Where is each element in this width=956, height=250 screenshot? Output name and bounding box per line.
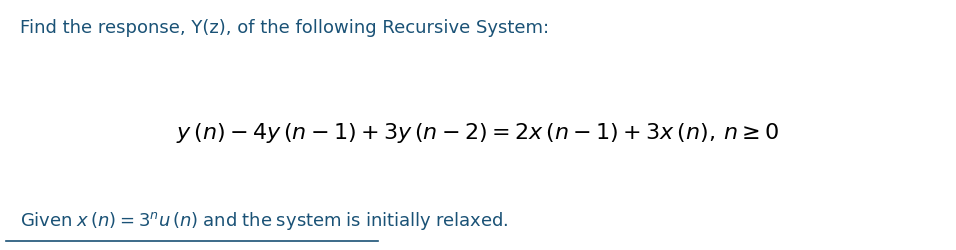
Text: $\mathrm{Given}\; x\,(n) = 3^n u\,(n)\mathrm{\;and\;the\;system\;is\;initially\;: $\mathrm{Given}\; x\,(n) = 3^n u\,(n)\ma…	[20, 210, 510, 231]
Text: Find the response, Y(z), of the following Recursive System:: Find the response, Y(z), of the followin…	[20, 19, 550, 36]
Text: $y\,(n) - 4y\,(n-1) + 3y\,(n-2) = 2x\,(n-1) + 3x\,(n),\, n{\geq}0$: $y\,(n) - 4y\,(n-1) + 3y\,(n-2) = 2x\,(n…	[176, 120, 780, 144]
